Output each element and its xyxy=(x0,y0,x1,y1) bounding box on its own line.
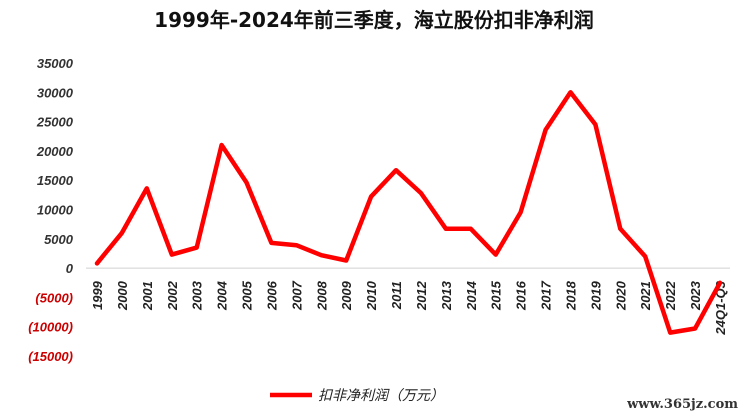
y-tick-label: 35000 xyxy=(37,56,74,71)
data-point xyxy=(294,243,298,247)
x-tick-label: 2010 xyxy=(364,280,379,311)
data-point xyxy=(693,326,697,330)
legend: 扣非净利润（万元） xyxy=(270,388,444,404)
x-axis-labels: 1999 2000 2001 2002 2003 2004 2005 2006 2007 2008… xyxy=(90,280,728,335)
x-tick-label: 24Q1-Q3 xyxy=(713,280,728,335)
x-tick-label: 2018 xyxy=(563,280,578,311)
y-tick-label: (5000) xyxy=(35,290,73,305)
x-tick-label: 2009 xyxy=(339,280,354,311)
y-tick-label: 20000 xyxy=(36,144,74,159)
data-point xyxy=(519,210,523,214)
watermark: www.365jz.com xyxy=(626,397,738,412)
data-point xyxy=(544,128,548,132)
y-tick-label: 15000 xyxy=(37,173,74,188)
x-tick-label: 2001 xyxy=(140,281,155,311)
data-point xyxy=(568,90,572,94)
data-point xyxy=(344,258,348,262)
data-point xyxy=(419,191,423,195)
y-tick-label: (10000) xyxy=(28,320,73,335)
x-tick-label: 2004 xyxy=(215,280,230,311)
x-tick-label: 1999 xyxy=(90,280,105,310)
y-tick-label: 25000 xyxy=(36,115,74,130)
y-tick-label: 0 xyxy=(66,261,74,276)
x-tick-label: 2017 xyxy=(539,280,554,311)
x-tick-label: 2006 xyxy=(264,280,279,311)
x-tick-label: 2020 xyxy=(613,280,628,311)
data-point xyxy=(145,186,149,190)
y-tick-label: 5000 xyxy=(44,232,74,247)
data-point xyxy=(394,168,398,172)
x-tick-label: 2000 xyxy=(115,280,130,311)
data-point xyxy=(369,195,373,199)
data-point xyxy=(718,281,722,285)
data-point xyxy=(95,261,99,265)
y-tick-label: (15000) xyxy=(28,349,73,364)
x-tick-label: 2016 xyxy=(514,280,529,311)
x-tick-label: 2023 xyxy=(688,280,703,311)
x-tick-label: 2019 xyxy=(588,280,603,311)
data-point xyxy=(120,231,124,235)
y-tick-label: 10000 xyxy=(37,203,74,218)
series-line xyxy=(94,90,723,335)
data-point xyxy=(444,227,448,231)
x-tick-label: 2012 xyxy=(414,280,429,311)
y-axis-labels: 35000 30000 25000 20000 15000 10000 5000 0 (5000… xyxy=(28,56,74,364)
x-tick-label: 2003 xyxy=(190,280,205,311)
x-tick-label: 2007 xyxy=(289,280,304,311)
data-point xyxy=(220,143,224,147)
x-tick-label: 2021 xyxy=(638,281,653,311)
data-point xyxy=(245,181,249,185)
data-point xyxy=(618,227,622,231)
x-tick-label: 2013 xyxy=(439,280,454,311)
x-tick-label: 2002 xyxy=(165,280,180,311)
chart-title: 1999年-2024年前三季度，海立股份扣非净利润 xyxy=(154,8,594,32)
data-point xyxy=(319,253,323,257)
x-tick-label: 2014 xyxy=(464,280,479,311)
data-point xyxy=(494,253,498,257)
data-point xyxy=(195,246,199,250)
data-point xyxy=(668,331,672,335)
y-tick-label: 30000 xyxy=(37,85,74,100)
x-tick-label: 2005 xyxy=(240,280,255,311)
legend-label: 扣非净利润（万元） xyxy=(318,388,444,404)
data-point xyxy=(593,123,597,127)
data-point xyxy=(170,253,174,257)
x-tick-label: 2015 xyxy=(489,280,504,311)
data-point xyxy=(269,241,273,245)
x-tick-label: 2022 xyxy=(663,280,678,311)
data-point xyxy=(643,254,647,258)
x-tick-label: 2008 xyxy=(314,280,329,311)
data-point xyxy=(469,227,473,231)
x-tick-label: 2011 xyxy=(389,281,404,310)
